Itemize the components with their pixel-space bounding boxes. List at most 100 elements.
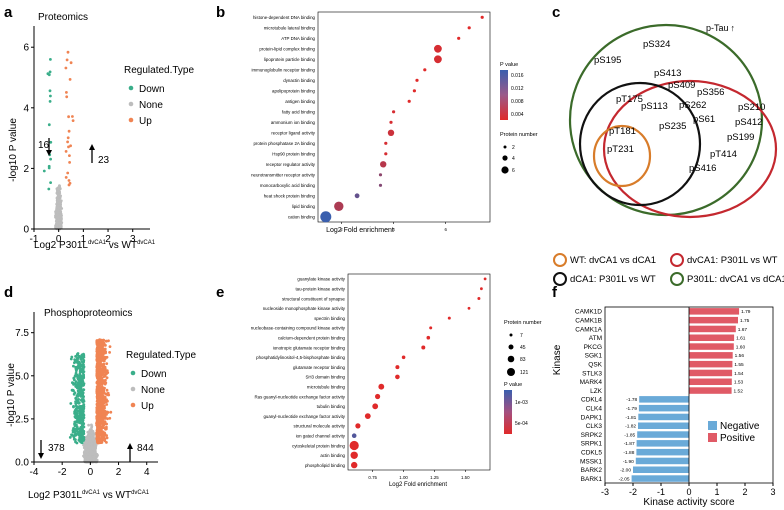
panel-a-down-count: 16 (38, 140, 50, 151)
down-point (75, 406, 79, 410)
value-label: -1.81 (625, 415, 636, 421)
down-point (47, 187, 51, 191)
category-label: protein-lipid complex binding (259, 47, 315, 52)
up-point (109, 410, 113, 414)
down-point (47, 123, 51, 127)
down-point (73, 427, 76, 431)
up-point (105, 413, 108, 416)
up-point (71, 119, 75, 122)
venn-site: pS61 (693, 114, 715, 125)
up-point (97, 416, 101, 420)
none-point (94, 446, 97, 449)
panel-d-up-arrowhead (127, 443, 133, 449)
kinase-bar (637, 431, 689, 438)
panel-e-size-tick: 7 (520, 333, 523, 339)
down-point (76, 378, 80, 381)
up-point (101, 351, 104, 355)
up-point (66, 50, 70, 54)
down-point (48, 70, 52, 74)
down-point (75, 394, 79, 398)
none-point (83, 442, 87, 446)
x-tick-label: 3 (130, 234, 136, 245)
up-point (103, 411, 106, 415)
none-point (88, 439, 92, 443)
up-point (68, 154, 71, 158)
down-point (76, 418, 79, 421)
panel-letter-d: d (4, 284, 13, 301)
up-point (97, 436, 100, 439)
up-point (67, 145, 70, 149)
venn-site: pS195 (594, 55, 621, 66)
legend-up-marker (128, 117, 134, 123)
kinase-label: PKCG (584, 344, 602, 351)
x-tick-label: -1 (657, 487, 665, 497)
kinase-label: QSK (588, 362, 602, 369)
category-label: lipid binding (292, 204, 316, 209)
category-label: tubulin binding (317, 404, 346, 409)
category-label: fatty acid binding (282, 110, 316, 115)
legend-none-label: None (139, 100, 163, 111)
enrichment-dot (320, 211, 332, 223)
up-point (98, 397, 102, 401)
panel-f-legend: Negative Positive (708, 421, 760, 444)
enrichment-dot (395, 365, 400, 370)
up-point (106, 411, 110, 414)
up-point (95, 356, 99, 360)
venn-site: pS235 (659, 121, 686, 132)
enrichment-dot (467, 306, 471, 310)
up-point (97, 360, 100, 364)
panel-c-venn: p-Tau ↑ pS324 pS195 pS413 pS409 pS356 pT1… (553, 23, 784, 286)
up-point (96, 339, 99, 343)
venn-site: pS262 (679, 100, 706, 111)
kinase-bar (689, 352, 733, 359)
up-point (105, 403, 109, 406)
none-point (91, 453, 95, 456)
category-label: dynactin binding (283, 78, 315, 83)
down-point (49, 140, 53, 144)
panel-d-axes: -4 -2 0 2 4 0.0 2.5 5.0 7.5 (15, 312, 158, 478)
enrichment-dot (457, 36, 461, 40)
up-point (105, 427, 108, 431)
venn-site: pT231 (607, 144, 634, 155)
category-label: ATP DNA binding (281, 36, 315, 41)
category-label: ionotropic glutamate receptor binding (273, 345, 346, 350)
up-point (99, 347, 103, 351)
up-point (68, 78, 72, 81)
panel-e-colorbar (504, 390, 512, 434)
y-tick-label: 2 (23, 164, 29, 175)
down-point (76, 414, 80, 417)
kinase-bar (636, 440, 689, 447)
up-point (67, 129, 71, 133)
enrichment-dot (354, 193, 360, 199)
panel-b-pvalue-tick: 0.008 (511, 99, 524, 105)
down-point (79, 428, 83, 432)
down-point (70, 433, 73, 437)
enrichment-dot (421, 345, 426, 350)
panel-e-size-marker (509, 333, 513, 337)
category-label: nucleoside monophosphate kinase activity (263, 306, 346, 311)
up-point (97, 372, 101, 376)
up-point (105, 398, 108, 401)
venn-legend-red (670, 253, 684, 267)
category-label: apolipoprotein binding (272, 89, 316, 94)
panel-d-ylabel: -log10 P value (6, 363, 17, 427)
none-point (57, 201, 61, 205)
none-point (56, 213, 59, 217)
enrichment-dot (395, 374, 400, 380)
x-tick-label: -1 (30, 234, 39, 245)
value-label: -2.05 (619, 476, 630, 482)
legend-none-label: None (141, 385, 165, 396)
x-tick-label: 0 (686, 487, 691, 497)
enrichment-dot (350, 451, 358, 459)
none-point (91, 447, 95, 451)
kinase-label: DAPK1 (581, 414, 603, 421)
kinase-bar (639, 396, 689, 403)
down-point (71, 430, 75, 434)
panel-d-plot-area (68, 338, 113, 464)
enrichment-dot (434, 55, 442, 64)
down-point (82, 395, 85, 398)
enrichment-dot (483, 277, 487, 281)
enrichment-dot (387, 129, 395, 136)
enrichment-dot (355, 423, 361, 429)
up-point (102, 423, 105, 426)
